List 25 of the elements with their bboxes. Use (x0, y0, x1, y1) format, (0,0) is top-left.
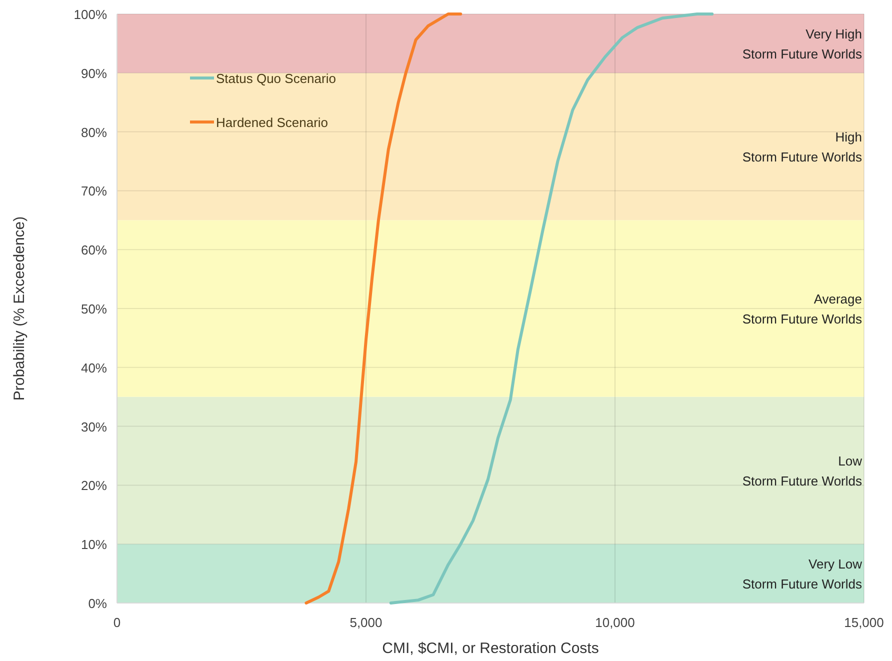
band-label: Very Low Storm Future Worlds (742, 556, 863, 592)
y-axis-title: Probability (% Exceedence) (11, 216, 28, 401)
x-tick-label: 15,000 (844, 615, 884, 630)
y-tick-label: 60% (80, 242, 108, 258)
x-tick-label: 10,000 (595, 615, 635, 630)
band-label: Average Storm Future Worlds (742, 292, 862, 326)
legend-label: Status Quo Scenario (216, 71, 336, 86)
y-tick-label: 50% (80, 302, 108, 316)
y-tick-label: 30% (80, 419, 108, 434)
x-tick-label: 0 (113, 615, 121, 630)
legend-label: Hardened Scenario (216, 115, 328, 130)
y-tick-label: 70% (80, 184, 108, 199)
y-tick-label: 100% (74, 7, 108, 22)
band-label: Very High Storm Future Worlds (742, 26, 862, 62)
x-axis-title: CMI, $CMI, or Restoration Costs (382, 640, 599, 657)
y-tick-label: 80% (80, 124, 108, 140)
band-label: Low Storm Future Worlds (742, 453, 863, 488)
y-tick-label: 10% (80, 537, 108, 552)
band-label: High Storm Future Worlds (742, 130, 862, 165)
y-tick-label: 20% (80, 478, 108, 494)
x-tick-label: 5,000 (350, 615, 382, 630)
y-tick-label: 40% (80, 360, 108, 376)
y-tick-label: 0% (88, 596, 108, 611)
y-tick-label: 90% (80, 66, 108, 81)
line-series (389, 12, 714, 604)
